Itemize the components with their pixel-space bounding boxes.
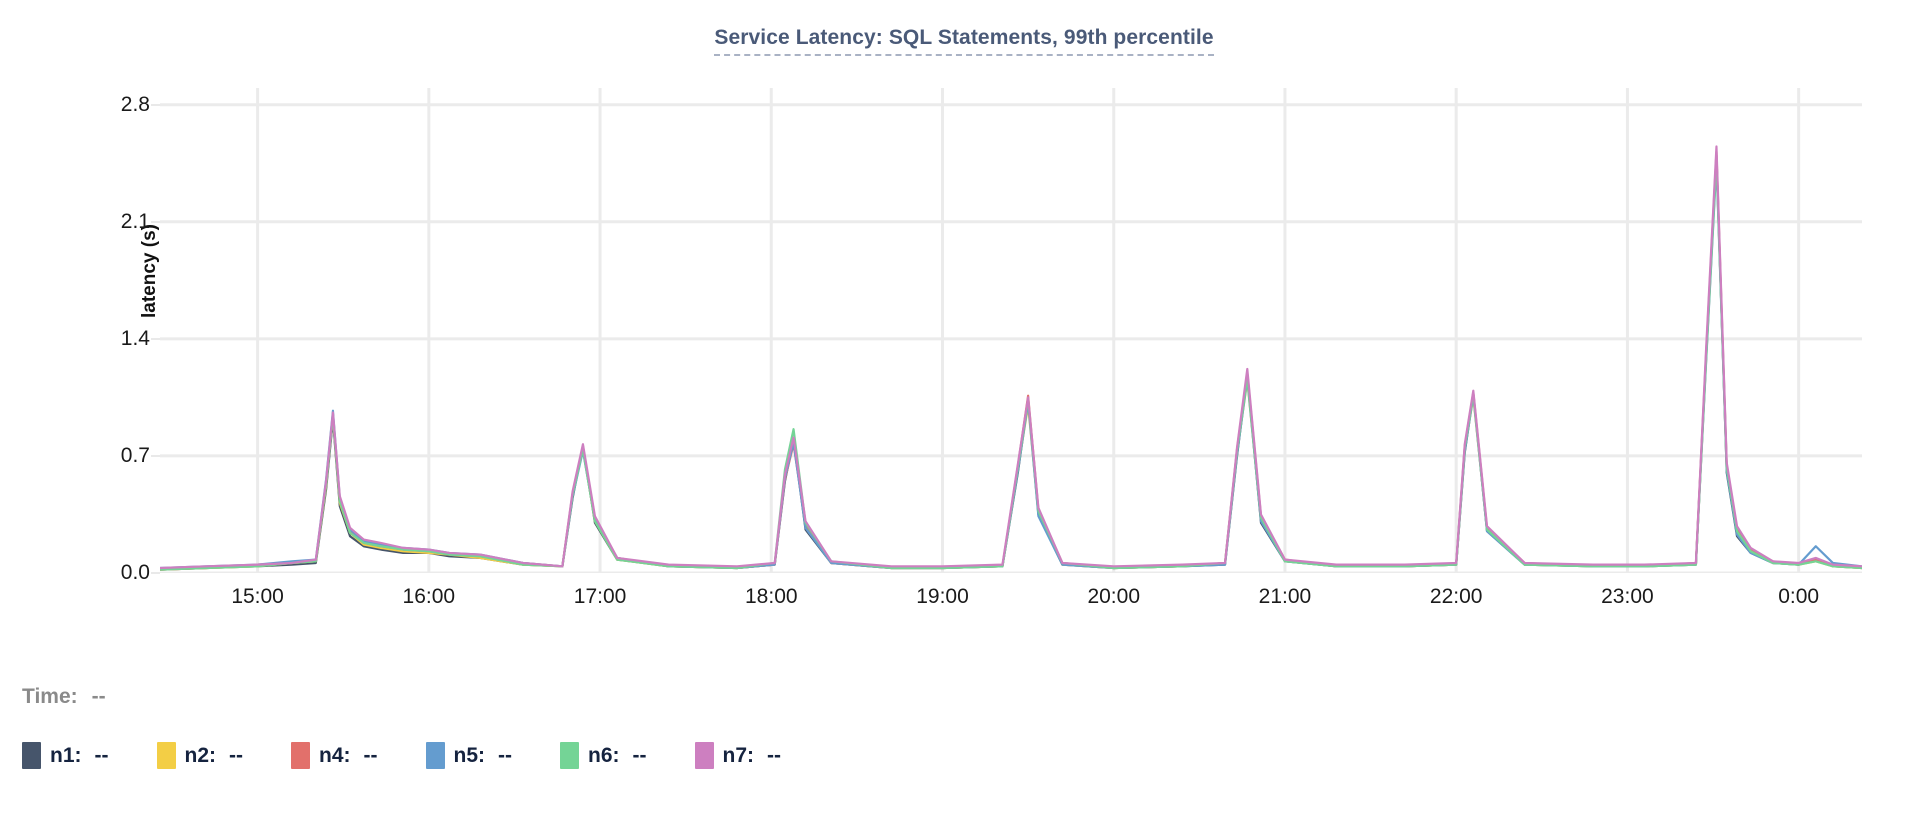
y-tick-mark — [151, 572, 160, 574]
legend-series-value: -- — [632, 743, 647, 767]
legend-series-name: n4: — [319, 743, 351, 767]
legend-series-name: n1: — [50, 743, 82, 767]
legend-color-swatch — [291, 742, 310, 769]
x-tick-label: 19:00 — [916, 585, 969, 608]
latency-line-chart — [160, 88, 1862, 573]
legend: n1: -- n2: -- n4: -- n5: -- n6: -- n7: -- — [22, 742, 829, 769]
legend-item-n2[interactable]: n2: -- — [156, 742, 243, 769]
x-tick-label: 17:00 — [573, 585, 627, 608]
legend-series-name: n6: — [588, 743, 620, 767]
time-readout-label: Time: — [22, 685, 78, 708]
legend-series-value: -- — [229, 743, 243, 767]
y-tick-label: 0.7 — [120, 443, 150, 467]
x-tick-label: 15:00 — [231, 585, 284, 608]
legend-series-value: -- — [498, 743, 512, 767]
legend-item-n5[interactable]: n5: -- — [425, 742, 512, 769]
legend-series-value: -- — [94, 743, 109, 767]
y-tick-label: 2.8 — [120, 92, 150, 116]
x-tick-label: 20:00 — [1087, 585, 1141, 608]
y-tick-mark — [151, 220, 160, 223]
legend-item-n7[interactable]: n7: -- — [694, 742, 781, 769]
legend-series-name: n7: — [722, 743, 755, 767]
legend-color-swatch — [425, 742, 445, 769]
legend-item-n1[interactable]: n1: -- — [22, 742, 109, 769]
legend-item-n6[interactable]: n6: -- — [560, 742, 647, 769]
y-tick-mark — [151, 454, 160, 457]
legend-color-swatch — [22, 742, 41, 769]
y-tick-mark — [151, 337, 160, 340]
time-readout: Time: -- — [22, 685, 106, 709]
y-tick-label: 1.4 — [120, 326, 150, 350]
legend-item-n4[interactable]: n4: -- — [291, 742, 378, 769]
page-title: Service Latency: SQL Statements, 99th pe… — [0, 26, 1928, 56]
y-tick-label: 2.1 — [120, 209, 150, 233]
page-title-text: Service Latency: SQL Statements, 99th pe… — [714, 26, 1214, 56]
x-tick-label: 16:00 — [402, 585, 456, 608]
time-readout-value: -- — [91, 685, 106, 708]
x-tick-label: 18:00 — [745, 585, 798, 608]
x-tick-label: 0:00 — [1778, 585, 1820, 608]
y-tick-mark — [151, 103, 160, 106]
legend-series-name: n5: — [453, 743, 486, 767]
x-tick-label: 22:00 — [1429, 585, 1483, 608]
legend-series-name: n2: — [184, 743, 217, 767]
legend-color-swatch — [560, 742, 579, 769]
legend-series-value: -- — [767, 743, 781, 767]
x-tick-label: 23:00 — [1601, 585, 1654, 608]
legend-color-swatch — [156, 742, 176, 769]
x-tick-label: 21:00 — [1258, 585, 1312, 608]
legend-series-value: -- — [363, 743, 378, 767]
legend-color-swatch — [694, 742, 714, 769]
y-tick-label: 0.0 — [120, 561, 150, 584]
plot-area: latency (s) 0.0 0.7 1.4 2.1 2.8 15:00 16:00 17… — [121, 88, 1862, 608]
